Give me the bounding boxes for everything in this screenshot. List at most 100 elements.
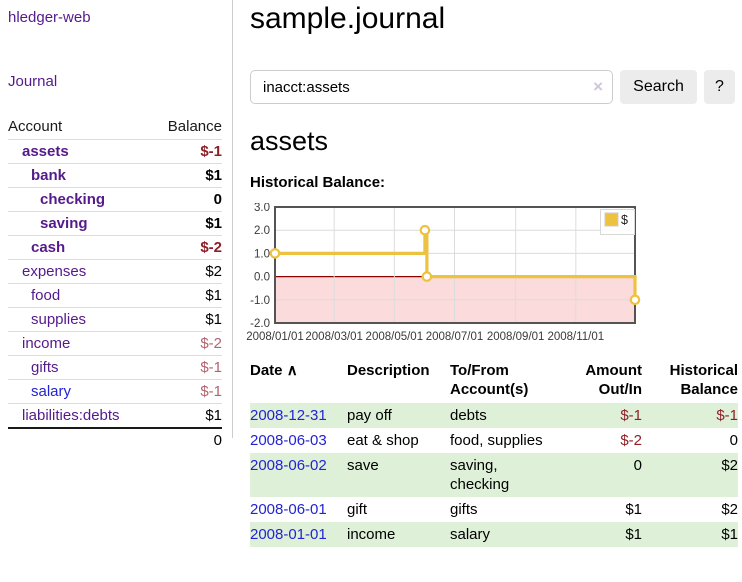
register-row: 2008-06-01 gift gifts $1 $2 bbox=[250, 497, 738, 522]
account-balance: $1 bbox=[152, 403, 222, 428]
x-tick-label: 2008/09/01 bbox=[487, 331, 545, 343]
search-input[interactable] bbox=[250, 70, 613, 104]
clear-search-icon[interactable]: × bbox=[593, 77, 603, 96]
account-row: food $1 bbox=[8, 283, 222, 308]
sidebar-item-journal[interactable]: Journal bbox=[8, 73, 58, 90]
transaction-accounts: salary bbox=[450, 526, 491, 543]
accounts-total-row: 0 bbox=[8, 427, 222, 452]
sidebar: hledger-web Journal Account Balance asse… bbox=[0, 0, 232, 452]
legend-swatch bbox=[604, 212, 619, 227]
sidebar-divider bbox=[232, 0, 233, 438]
transaction-description: income bbox=[347, 526, 396, 543]
legend-label: $ bbox=[621, 213, 628, 227]
register-header-description: Description bbox=[347, 362, 430, 379]
y-tick-label: 1.0 bbox=[254, 248, 270, 260]
y-tick-label: 2.0 bbox=[254, 225, 270, 237]
transaction-balance: $2 bbox=[721, 501, 738, 518]
transaction-date-link[interactable]: 2008-01-01 bbox=[250, 526, 327, 543]
account-link-income[interactable]: income bbox=[22, 335, 71, 352]
account-row: supplies $1 bbox=[8, 307, 222, 332]
account-heading: assets bbox=[250, 126, 329, 156]
register-header-date[interactable]: Date ∧ bbox=[250, 362, 298, 379]
account-balance: $-1 bbox=[152, 355, 222, 380]
account-link-assets[interactable]: assets bbox=[22, 143, 69, 160]
accounts-table: Account Balance assets $-1 bank $1 checking 0… bbox=[8, 115, 222, 452]
register-header-tofrom: To/From Account(s) bbox=[450, 362, 529, 398]
account-balance: $1 bbox=[152, 307, 222, 332]
accounts-header-account: Account bbox=[8, 118, 63, 135]
account-balance: $-2 bbox=[152, 331, 222, 356]
x-tick-label: 2008/05/01 bbox=[366, 331, 424, 343]
account-balance: $1 bbox=[152, 283, 222, 308]
transaction-balance: 0 bbox=[729, 432, 738, 449]
x-tick-label: 2008/01/01 bbox=[246, 331, 304, 343]
accounts-header-balance: Balance bbox=[167, 118, 222, 135]
transaction-accounts: gifts bbox=[450, 501, 478, 518]
accounts-total-value: 0 bbox=[152, 427, 222, 452]
transaction-description: eat & shop bbox=[347, 432, 419, 449]
account-link-food[interactable]: food bbox=[31, 287, 61, 304]
transaction-description: pay off bbox=[347, 407, 392, 424]
transaction-accounts: saving, checking bbox=[450, 457, 510, 493]
transaction-accounts: food, supplies bbox=[450, 432, 543, 449]
account-link-liabilities-debts[interactable]: liabilities:debts bbox=[22, 407, 120, 424]
page-title: sample.journal bbox=[250, 2, 446, 35]
y-tick-label: 0.0 bbox=[254, 272, 270, 284]
x-tick-label: 2008/11/01 bbox=[547, 331, 604, 343]
transaction-date-link[interactable]: 2008-06-03 bbox=[250, 432, 327, 449]
account-link-gifts[interactable]: gifts bbox=[31, 359, 59, 376]
account-link-saving[interactable]: saving bbox=[40, 215, 88, 232]
plot-border bbox=[274, 206, 636, 324]
transaction-balance: $2 bbox=[721, 457, 738, 474]
transaction-amount: $1 bbox=[625, 501, 642, 518]
transaction-amount: $1 bbox=[625, 526, 642, 543]
transaction-accounts: debts bbox=[450, 407, 487, 424]
account-row: salary $-1 bbox=[8, 379, 222, 404]
account-link-salary[interactable]: salary bbox=[31, 383, 72, 400]
account-row: checking 0 bbox=[8, 187, 222, 212]
account-row: expenses $2 bbox=[8, 259, 222, 284]
x-tick-label: 2008/07/01 bbox=[426, 331, 484, 343]
y-tick-label: -2.0 bbox=[250, 318, 270, 330]
chart-caption: Historical Balance: bbox=[250, 174, 386, 191]
transaction-date-link[interactable]: 2008-12-31 bbox=[250, 407, 327, 424]
account-balance: $-2 bbox=[152, 235, 222, 260]
account-link-cash[interactable]: cash bbox=[31, 239, 66, 256]
account-link-expenses[interactable]: expenses bbox=[22, 263, 87, 280]
transaction-description: gift bbox=[347, 501, 368, 518]
register-header-amount: Amount Out/In bbox=[585, 362, 642, 398]
account-balance: $1 bbox=[152, 163, 222, 188]
account-row: assets $-1 bbox=[8, 139, 222, 164]
data-point-marker bbox=[419, 224, 431, 236]
account-row: cash $-2 bbox=[8, 235, 222, 260]
transaction-amount: 0 bbox=[633, 457, 642, 474]
account-balance: $-1 bbox=[152, 139, 222, 164]
register-row: 2008-06-02 save saving, checking 0 $2 bbox=[250, 453, 738, 497]
search-button[interactable]: Search bbox=[620, 70, 697, 104]
account-balance: $2 bbox=[152, 259, 222, 284]
account-row: saving $1 bbox=[8, 211, 222, 236]
account-link-bank[interactable]: bank bbox=[31, 167, 67, 184]
x-tick-label: 2008/03/01 bbox=[305, 331, 363, 343]
transaction-date-link[interactable]: 2008-06-01 bbox=[250, 501, 327, 518]
register-row: 2008-06-03 eat & shop food, supplies $-2 0 bbox=[250, 428, 738, 453]
register-header-balance: Historical Balance bbox=[669, 362, 738, 398]
transaction-amount: $-1 bbox=[620, 407, 642, 424]
register-table: Date ∧ Description To/From Account(s) Am… bbox=[250, 361, 738, 547]
account-link-checking[interactable]: checking bbox=[40, 191, 106, 208]
account-balance: $-1 bbox=[152, 379, 222, 404]
transaction-description: save bbox=[347, 457, 379, 474]
brand-link[interactable]: hledger-web bbox=[8, 9, 91, 26]
transaction-date-link[interactable]: 2008-06-02 bbox=[250, 457, 327, 474]
transaction-balance: $-1 bbox=[716, 407, 738, 424]
account-balance: $1 bbox=[152, 211, 222, 236]
historical-balance-chart: $3.0 2.0 1.0 0.0 -1.0 -2.0 2008/01/01 2008/03/0… bbox=[245, 202, 742, 353]
register-row: 2008-01-01 income salary $1 $1 bbox=[250, 522, 738, 547]
register-row: 2008-12-31 pay off debts $-1 $-1 bbox=[250, 403, 738, 428]
y-tick-label: 3.0 bbox=[254, 203, 270, 214]
account-link-supplies[interactable]: supplies bbox=[31, 311, 87, 328]
account-row: bank $1 bbox=[8, 163, 222, 188]
help-button[interactable]: ? bbox=[704, 70, 735, 104]
data-point-marker bbox=[421, 271, 433, 282]
